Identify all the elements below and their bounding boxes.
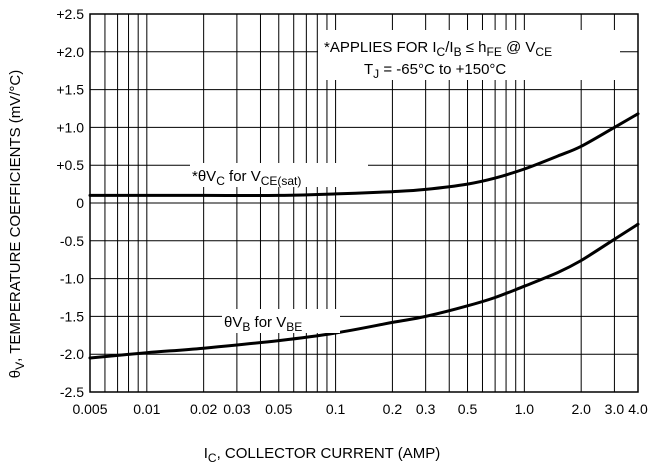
y-tick-label: +2.5 [56, 6, 84, 22]
x-tick-label: 0.2 [383, 401, 403, 417]
y-tick-label: 0 [76, 195, 84, 211]
x-tick-label: 0.3 [416, 401, 436, 417]
x-tick-label: 0.005 [72, 401, 107, 417]
series [88, 112, 640, 360]
x-tick-label: 0.02 [190, 401, 217, 417]
x-tick-label: 0.5 [458, 401, 478, 417]
y-tick-label: -2.5 [60, 384, 84, 400]
x-tick-label: 4.0 [628, 401, 648, 417]
y-axis-title: θV, TEMPERATURE COEFFICIENTS (mV/°C) [7, 70, 27, 378]
note-line-2: TJ = -65°C to +150°C [364, 61, 506, 81]
x-tick-label: 0.03 [223, 401, 250, 417]
x-axis-title: IC, COLLECTOR CURRENT (AMP) [204, 445, 440, 465]
series-label-vce-sat: *θVC for VCE(sat) [190, 163, 368, 188]
x-tick-label: 3.0 [605, 401, 625, 417]
series-line-vce-sat [88, 112, 640, 198]
svg-text:*θVC for VCE(sat): *θVC for VCE(sat) [192, 168, 301, 188]
note-line-1: *APPLIES FOR IC/IB ≤ hFE @ VCE [324, 39, 552, 59]
tick-labels: 0.005 0.01 0.02 0.03 0.05 0.1 0.2 0.3 0.5 1.0 2.0 3… [56, 6, 648, 417]
y-tick-label: +1.5 [56, 82, 84, 98]
series-label-vbe: θVB for VBE [222, 309, 340, 334]
x-tick-label: 0.1 [326, 401, 346, 417]
x-tick-label: 0.01 [133, 401, 160, 417]
y-tick-label: -2.0 [60, 346, 84, 362]
y-tick-label: +2.0 [56, 44, 84, 60]
series-line-vbe [88, 222, 640, 360]
x-tick-label: 0.05 [265, 401, 292, 417]
x-tick-label: 1.0 [515, 401, 535, 417]
note-background [318, 30, 620, 80]
y-tick-label: -1.0 [60, 271, 84, 287]
y-tick-label: -0.5 [60, 233, 84, 249]
svg-text:θVB for VBE: θVB for VBE [224, 314, 302, 334]
y-tick-label: +0.5 [56, 157, 84, 173]
y-tick-label: +1.0 [56, 119, 84, 135]
y-tick-label: -1.5 [60, 308, 84, 324]
plot-frame [89, 13, 639, 393]
x-tick-label: 2.0 [571, 401, 591, 417]
conditions-note: *APPLIES FOR IC/IB ≤ hFE @ VCE TJ = -65°… [318, 30, 620, 81]
